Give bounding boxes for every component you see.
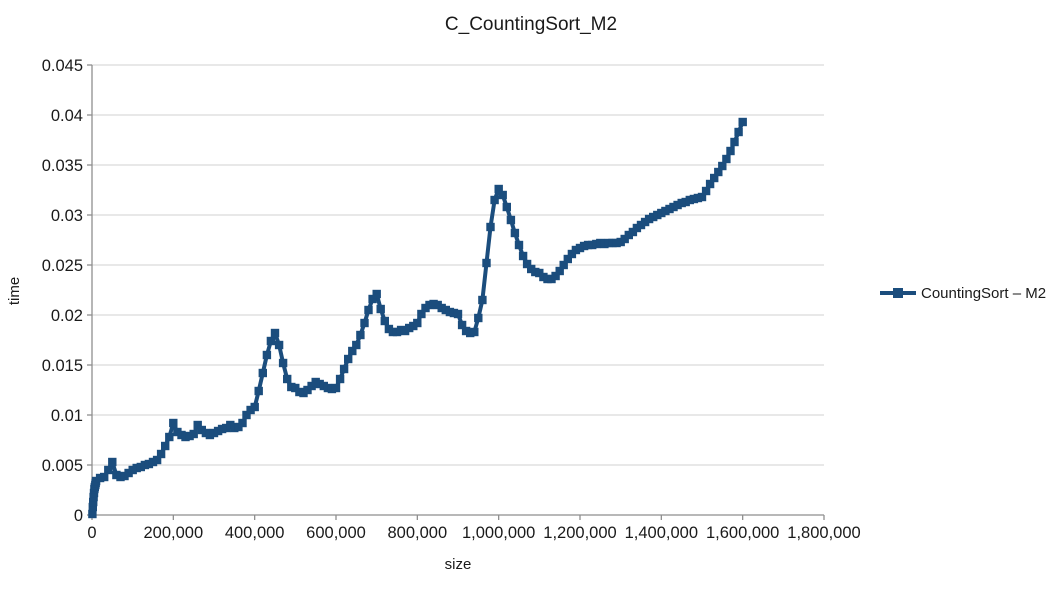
- legend-label: CountingSort – M2: [921, 285, 1046, 302]
- series-countingsort-m2: [88, 117, 747, 519]
- svg-text:0.02: 0.02: [51, 307, 83, 325]
- svg-text:1,800,000: 1,800,000: [787, 524, 860, 542]
- chart-title: C_CountingSort_M2: [445, 14, 617, 35]
- svg-text:0: 0: [87, 524, 96, 542]
- svg-text:0.025: 0.025: [42, 257, 83, 275]
- svg-text:1,600,000: 1,600,000: [706, 524, 779, 542]
- x-axis-title: size: [445, 556, 472, 573]
- svg-text:0.01: 0.01: [51, 407, 83, 425]
- svg-text:0.03: 0.03: [51, 207, 83, 225]
- legend: CountingSort – M2: [880, 285, 1046, 302]
- svg-text:0.005: 0.005: [42, 457, 83, 475]
- gridlines: [92, 64, 824, 466]
- axes: [87, 64, 825, 520]
- svg-text:800,000: 800,000: [388, 524, 448, 542]
- svg-text:600,000: 600,000: [306, 524, 366, 542]
- svg-text:1,000,000: 1,000,000: [462, 524, 535, 542]
- svg-text:0: 0: [74, 507, 83, 525]
- svg-text:200,000: 200,000: [144, 524, 204, 542]
- axis-tick-labels: 0 0.005 0.01 0.015 0.02 0.025 0.03 0.035 0.04 0.0…: [42, 57, 861, 542]
- svg-text:400,000: 400,000: [225, 524, 285, 542]
- svg-text:0.045: 0.045: [42, 57, 83, 75]
- svg-text:0.04: 0.04: [51, 107, 83, 125]
- svg-text:0.015: 0.015: [42, 357, 83, 375]
- svg-text:1,200,000: 1,200,000: [543, 524, 616, 542]
- svg-text:0.035: 0.035: [42, 157, 83, 175]
- svg-text:1,400,000: 1,400,000: [625, 524, 698, 542]
- legend-marker-icon: [893, 288, 903, 298]
- y-axis-title: time: [6, 277, 23, 305]
